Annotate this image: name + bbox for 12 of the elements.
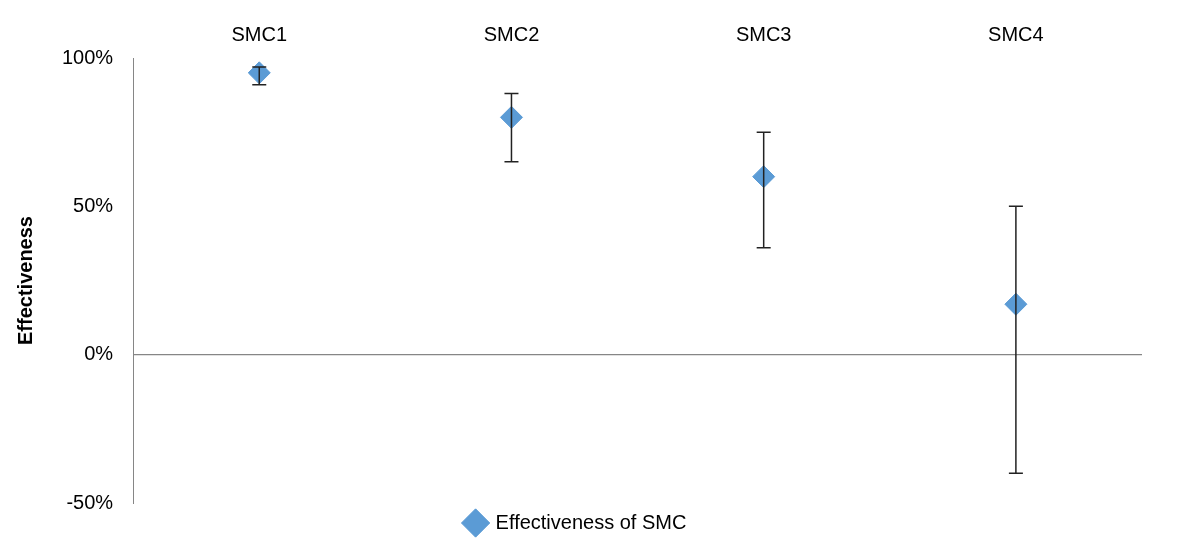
x-tick-label: SMC1: [231, 22, 288, 45]
y-tick-label: 0%: [84, 342, 114, 365]
y-axis-title: Effectiveness: [13, 216, 36, 345]
y-tick-label: -50%: [66, 490, 114, 513]
legend-label: Effectiveness of SMC: [495, 510, 687, 533]
point: [499, 105, 523, 129]
x-tick-label: SMC4: [988, 22, 1044, 45]
y-tick-label: 100%: [62, 45, 114, 68]
y-tick-label: 50%: [73, 193, 114, 216]
x-tick-label: SMC3: [735, 22, 792, 45]
x-tick-label: SMC2: [483, 22, 540, 45]
point: [752, 165, 776, 189]
